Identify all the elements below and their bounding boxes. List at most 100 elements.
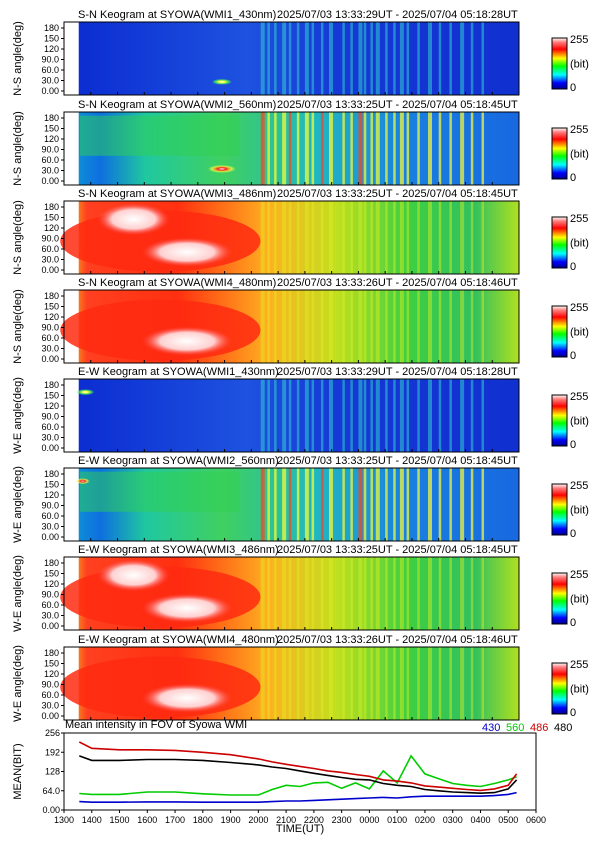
- aurora-band: [328, 647, 333, 720]
- y-tick-label: 150: [44, 34, 59, 44]
- aurora-band: [438, 557, 442, 630]
- panel-frame: [63, 467, 520, 542]
- aurora-band: [328, 468, 333, 541]
- aurora-band: [393, 290, 396, 363]
- aurora-band: [320, 22, 324, 95]
- aurora-band: [375, 468, 380, 541]
- y-tick-label: 180: [44, 380, 59, 390]
- chart-x-tick-label: 0400: [470, 815, 490, 825]
- colorbar-max-label: 255: [570, 391, 588, 403]
- aurora-band: [385, 290, 388, 363]
- panel-frame: [63, 556, 520, 631]
- aurora-band: [406, 290, 410, 363]
- y-tick-label: 60.0: [41, 422, 59, 432]
- bright-spot: [75, 478, 90, 485]
- aurora-band: [417, 379, 420, 452]
- chart-x-tick-label: 1700: [165, 815, 185, 825]
- y-tick-label: 120: [44, 669, 59, 679]
- y-tick-label: 60.0: [41, 600, 59, 610]
- panel-time-range: 2025/07/03 13:33:25UT - 2025/07/04 05:18…: [277, 188, 518, 200]
- y-tick-label: 90.0: [41, 55, 59, 65]
- aurora-band: [393, 112, 396, 185]
- colorbar-min-label: 0: [570, 439, 576, 451]
- y-tick-label: 0.00: [41, 443, 59, 453]
- aurora-band: [428, 468, 432, 541]
- aurora-band: [460, 290, 465, 363]
- chart-x-tick-label: 2300: [332, 815, 352, 825]
- aurora-band: [304, 22, 309, 95]
- panel-frame: [63, 21, 520, 96]
- saturated-region: [97, 559, 170, 592]
- aurora-band: [406, 112, 410, 185]
- aurora-band: [399, 290, 404, 363]
- aurora-band: [288, 290, 292, 363]
- y-tick-label: 0.00: [41, 176, 59, 186]
- colorbar: [551, 483, 568, 536]
- aurora-band: [470, 379, 474, 452]
- aurora-band: [328, 379, 333, 452]
- y-tick-label: 60.0: [41, 333, 59, 343]
- aurora-band: [406, 468, 410, 541]
- aurora-band: [375, 290, 380, 363]
- aurora-band: [320, 647, 324, 720]
- aurora-band: [288, 647, 292, 720]
- aurora-band: [385, 22, 388, 95]
- chart-x-tick-label: 1300: [54, 815, 74, 825]
- y-tick-label: 60.0: [41, 511, 59, 521]
- aurora-band: [320, 557, 324, 630]
- aurora-band: [460, 112, 465, 185]
- aurora-band: [358, 468, 363, 541]
- y-tick-label: 90.0: [41, 590, 59, 600]
- panel-title: S-N Keogram at SYOWA(WMI4_480nm): [78, 277, 276, 289]
- chart-y-tick-label: 192: [45, 747, 60, 757]
- aurora-band: [288, 557, 292, 630]
- colorbar-max-label: 255: [570, 34, 588, 46]
- aurora-band: [417, 112, 420, 185]
- aurora-band: [438, 468, 442, 541]
- saturated-region: [141, 326, 233, 356]
- panel-time-range: 2025/07/03 13:33:25UT - 2025/07/04 05:18…: [277, 544, 518, 556]
- aurora-band: [320, 201, 324, 274]
- colorbar-min-label: 0: [570, 172, 576, 184]
- y-tick-label: 150: [44, 391, 59, 401]
- y-tick-label: 120: [44, 490, 59, 500]
- y-tick-label: 150: [44, 569, 59, 579]
- y-tick-label: 0.00: [41, 354, 59, 364]
- bright-spot: [211, 78, 232, 85]
- aurora-band: [267, 468, 270, 541]
- aurora-band: [399, 647, 404, 720]
- chart-y-axis-label: MEAN(BIT): [12, 743, 24, 799]
- aurora-band: [274, 112, 277, 185]
- aurora-band: [375, 112, 380, 185]
- aurora-band: [260, 379, 265, 452]
- aurora-band: [342, 112, 345, 185]
- colorbar-max-label: 255: [570, 659, 588, 671]
- panel-title: S-N Keogram at SYOWA(WMI2_560nm): [78, 99, 276, 111]
- keogram-image: [64, 22, 519, 95]
- y-axis-label: W-E angle(deg): [12, 377, 24, 454]
- aurora-band: [470, 112, 474, 185]
- aurora-band: [274, 557, 277, 630]
- aurora-band: [358, 379, 363, 452]
- colorbar-unit-label: (bit): [570, 684, 589, 696]
- aurora-band: [358, 290, 363, 363]
- aurora-band: [320, 379, 324, 452]
- aurora-band: [350, 290, 353, 363]
- aurora-band: [460, 468, 465, 541]
- aurora-band: [375, 647, 380, 720]
- chart-x-tick-label: 1400: [82, 815, 102, 825]
- chart-y-tick-label: 128: [45, 767, 60, 777]
- aurora-band: [417, 557, 420, 630]
- aurora-band: [370, 468, 373, 541]
- aurora-band: [328, 290, 333, 363]
- aurora-band: [350, 379, 353, 452]
- aurora-band: [328, 557, 333, 630]
- aurora-band: [342, 22, 345, 95]
- y-tick-label: 90.0: [41, 234, 59, 244]
- y-tick-label: 180: [44, 291, 59, 301]
- aurora-band: [370, 112, 373, 185]
- aurora-band: [311, 379, 315, 452]
- aurora-band: [470, 557, 474, 630]
- series-line-486: [78, 741, 518, 792]
- keogram-panel: S-N Keogram at SYOWA(WMI1_430nm) 2025/07/…: [12, 9, 589, 96]
